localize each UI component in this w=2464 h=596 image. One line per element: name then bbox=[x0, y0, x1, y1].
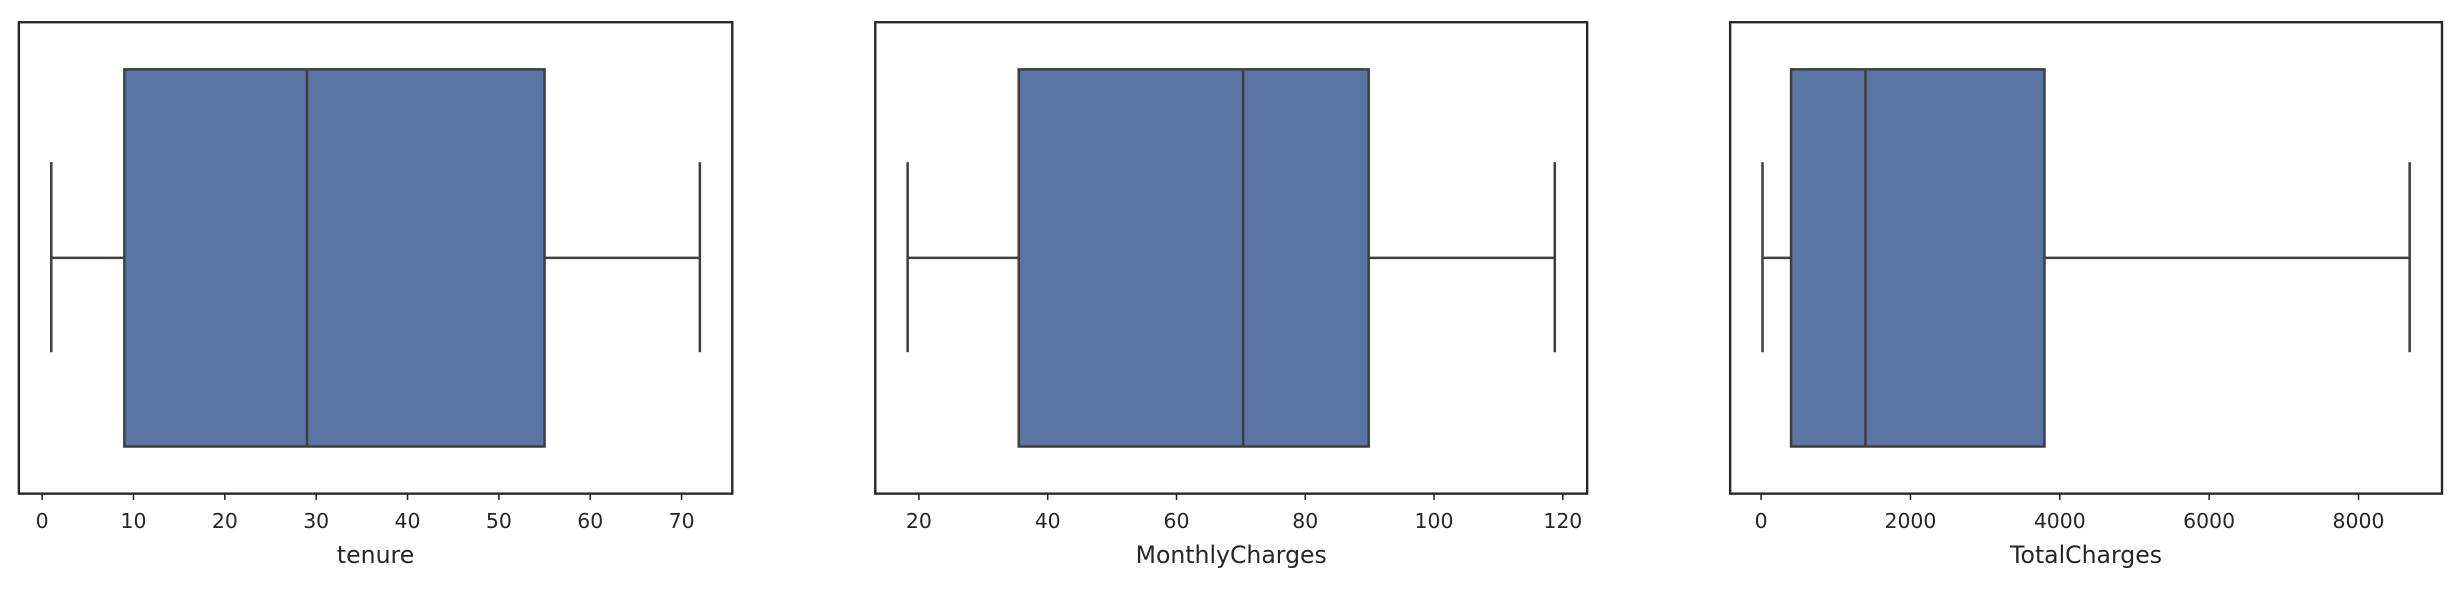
x-axis-label: tenure bbox=[337, 541, 414, 569]
x-tick-label: 40 bbox=[395, 509, 421, 533]
x-tick-label: 100 bbox=[1415, 509, 1454, 533]
x-tick-label: 0 bbox=[36, 509, 49, 533]
box bbox=[123, 68, 546, 448]
axes-frame bbox=[874, 21, 1589, 495]
subplot: 0 10 20 30 40 50 60 70 tenure bbox=[17, 21, 734, 569]
x-tick-label: 20 bbox=[212, 509, 238, 533]
x-tick-label: 60 bbox=[1163, 509, 1189, 533]
x-tick-label: 50 bbox=[486, 509, 512, 533]
x-tick-label: 2000 bbox=[1884, 509, 1936, 533]
x-tick-label: 60 bbox=[577, 509, 603, 533]
axes-frame bbox=[1728, 21, 2444, 495]
x-axis-label: MonthlyCharges bbox=[1136, 541, 1327, 569]
x-axis-label: TotalCharges bbox=[2009, 541, 2162, 569]
subplot: 0 2000 4000 6000 8000 TotalCharges bbox=[1728, 21, 2444, 569]
x-tick-label: 8000 bbox=[2333, 509, 2385, 533]
x-tick-label: 80 bbox=[1292, 509, 1318, 533]
x-tick-label: 70 bbox=[669, 509, 695, 533]
x-tick-label: 10 bbox=[121, 509, 147, 533]
box bbox=[1017, 68, 1370, 448]
x-tick-label: 6000 bbox=[2183, 509, 2235, 533]
axes-frame bbox=[17, 21, 734, 495]
x-tick-label: 20 bbox=[906, 509, 932, 533]
x-tick-label: 40 bbox=[1035, 509, 1061, 533]
subplot: 20 40 60 80 100 120 MonthlyCharges bbox=[874, 21, 1589, 569]
x-tick-label: 30 bbox=[303, 509, 329, 533]
x-tick-label: 120 bbox=[1543, 509, 1582, 533]
x-tick-label: 0 bbox=[1755, 509, 1768, 533]
box bbox=[1789, 68, 2046, 448]
x-tick-label: 4000 bbox=[2034, 509, 2086, 533]
